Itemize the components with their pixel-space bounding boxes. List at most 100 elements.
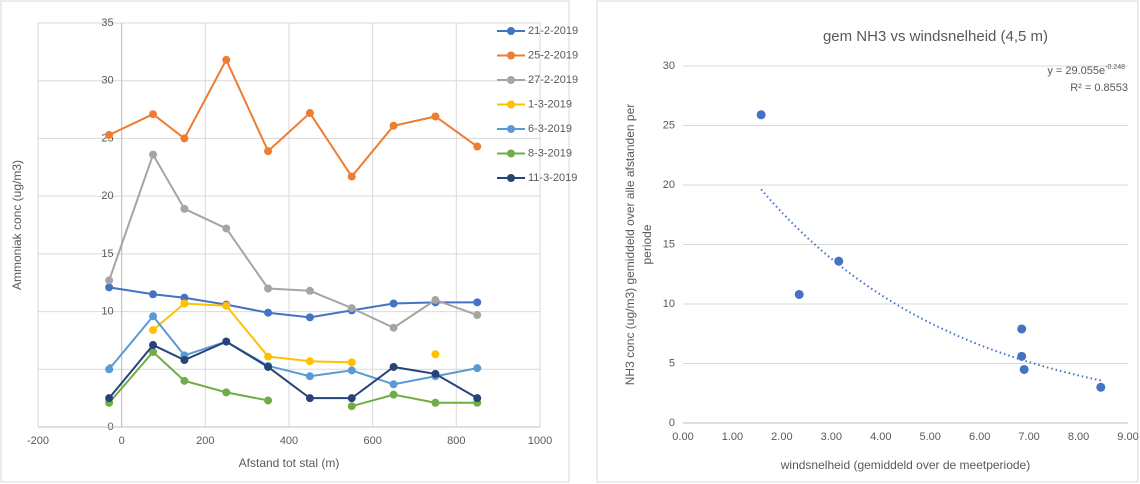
trendline-equation: y = 29.055e-0.248 xyxy=(1047,64,1125,77)
point xyxy=(347,172,356,181)
series-line xyxy=(108,57,478,179)
x-tick-label: 0 xyxy=(119,435,125,447)
point xyxy=(264,352,273,361)
point xyxy=(264,147,273,156)
series-line xyxy=(108,314,478,386)
legend-marker xyxy=(507,149,515,158)
point xyxy=(794,289,804,299)
legend-label: 21-2-2019 xyxy=(528,25,578,37)
point xyxy=(180,376,189,385)
point xyxy=(180,356,189,365)
point xyxy=(305,394,314,403)
point xyxy=(264,308,273,317)
legend-marker xyxy=(507,125,515,133)
point xyxy=(305,286,314,295)
point xyxy=(149,347,158,356)
x-tick-label: 2.00 xyxy=(771,431,792,443)
point xyxy=(305,372,314,381)
point xyxy=(222,337,231,346)
point xyxy=(105,130,114,139)
point xyxy=(1096,382,1106,392)
point xyxy=(756,110,766,120)
point xyxy=(264,284,273,293)
legend-marker xyxy=(507,27,515,35)
point xyxy=(180,299,189,308)
point xyxy=(149,326,158,335)
point xyxy=(305,357,314,366)
point xyxy=(347,394,356,403)
series-line xyxy=(108,340,478,400)
trendline-equation-exponent: -0.248 xyxy=(1105,64,1125,71)
x-tick-label: 600 xyxy=(363,435,381,447)
x-axis-label: windsnelheid (gemiddeld over de meetperi… xyxy=(780,458,1030,472)
point xyxy=(389,362,398,371)
point xyxy=(149,150,158,159)
x-tick-label: 1000 xyxy=(528,435,552,447)
legend-label: 1-3-2019 xyxy=(528,98,572,110)
point xyxy=(431,112,440,121)
point xyxy=(105,365,114,374)
y-tick-label: 15 xyxy=(101,248,113,260)
x-tick-label: 8.00 xyxy=(1068,431,1089,443)
point xyxy=(431,296,440,305)
point xyxy=(105,276,114,285)
x-axis-label: Afstand tot stal (m) xyxy=(239,456,340,470)
point xyxy=(180,293,189,302)
point xyxy=(222,388,231,397)
y-tick-label: 15 xyxy=(663,238,675,250)
point xyxy=(473,394,482,403)
y-axis-label: periode xyxy=(640,224,654,264)
y-tick-label: 30 xyxy=(663,60,675,72)
series-line xyxy=(351,393,478,408)
point xyxy=(389,299,398,308)
y-axis-label: Ammoniak conc (ug/m3) xyxy=(10,160,24,290)
legend-marker xyxy=(507,100,515,109)
point xyxy=(834,256,844,266)
point xyxy=(473,298,482,307)
y-tick-label: 10 xyxy=(101,305,113,317)
point xyxy=(389,323,398,332)
point xyxy=(305,313,314,322)
legend-marker xyxy=(507,51,515,60)
chart-title: gem NH3 vs windsnelheid (4,5 m) xyxy=(823,28,1048,45)
legend-marker xyxy=(507,76,515,84)
right-panel xyxy=(596,0,1139,483)
x-tick-label: -200 xyxy=(27,435,49,447)
point xyxy=(389,390,398,399)
point xyxy=(347,402,356,411)
series-line xyxy=(108,152,478,329)
series-line xyxy=(108,286,478,319)
trendline-equation-base: y = 29.055e xyxy=(1047,65,1105,77)
y-tick-label: 20 xyxy=(663,179,675,191)
x-tick-label: 4.00 xyxy=(870,431,891,443)
x-tick-label: 200 xyxy=(196,435,214,447)
y-tick-label: 35 xyxy=(101,17,113,29)
left-panel xyxy=(0,0,570,483)
point xyxy=(149,341,158,350)
x-tick-label: 5.00 xyxy=(920,431,941,443)
point xyxy=(473,311,482,320)
trendline-r2: R² = 0.8553 xyxy=(1070,82,1128,94)
point xyxy=(105,394,114,403)
point xyxy=(431,398,440,407)
legend-label: 6-3-2019 xyxy=(528,123,572,135)
point xyxy=(105,283,114,292)
x-tick-label: 6.00 xyxy=(969,431,990,443)
point xyxy=(431,369,440,378)
x-tick-label: 400 xyxy=(280,435,298,447)
point xyxy=(431,350,440,359)
point xyxy=(1017,351,1027,361)
point xyxy=(149,290,158,299)
point xyxy=(180,134,189,143)
point xyxy=(222,301,231,310)
point xyxy=(347,304,356,313)
point xyxy=(1019,364,1029,374)
point xyxy=(1017,324,1027,334)
x-tick-label: 3.00 xyxy=(821,431,842,443)
y-tick-label: 0 xyxy=(669,417,675,429)
point xyxy=(473,364,482,373)
x-tick-label: 800 xyxy=(447,435,465,447)
y-tick-label: 25 xyxy=(663,119,675,131)
y-tick-label: 30 xyxy=(101,75,113,87)
